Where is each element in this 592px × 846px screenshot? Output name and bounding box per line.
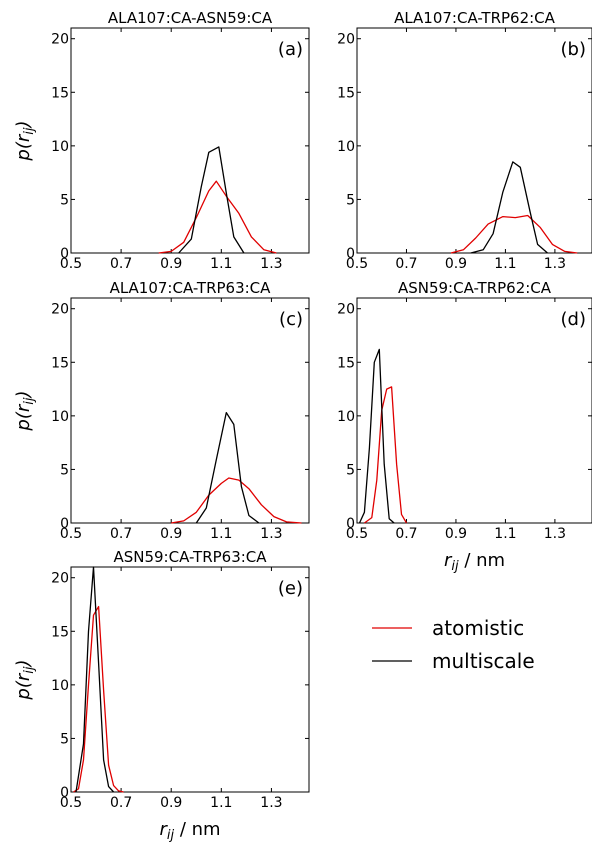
- x-tick-label: 1.1: [494, 526, 516, 542]
- subplot-title: ALA107:CA-TRP62:CA: [394, 9, 556, 27]
- series-line-multiscale: [75, 566, 115, 793]
- y-tick-label: 5: [346, 192, 355, 208]
- x-tick-label: 0.5: [346, 526, 368, 542]
- x-tick-label: 0.7: [110, 795, 132, 811]
- x-tick-label: 0.5: [346, 256, 368, 272]
- panel-label: (e): [278, 578, 303, 599]
- x-tick-label: 1.3: [544, 526, 566, 542]
- y-tick-label: 15: [337, 355, 355, 371]
- x-tick-label: 1.3: [544, 256, 566, 272]
- subplot-c: ALA107:CA-TRP63:CA 0 5 10 15 20 0.5 0.7 0.9 1.1 1.…: [13, 279, 310, 542]
- legend: atomistic multiscale: [372, 616, 535, 673]
- y-tick-label: 15: [51, 624, 69, 640]
- x-tick-label: 1.3: [260, 256, 282, 272]
- y-tick-label: 20: [51, 571, 69, 587]
- series-line-multiscale: [195, 411, 260, 524]
- y-tick-label: 15: [51, 355, 69, 371]
- x-tick-label: 0.7: [110, 256, 132, 272]
- subplot-title: ALA107:CA-TRP63:CA: [110, 279, 272, 297]
- y-tick-label: 20: [51, 32, 69, 48]
- y-tick-label: 10: [337, 139, 355, 155]
- y-tick-label: 0: [346, 516, 355, 532]
- y-tick-label: 0: [60, 785, 69, 801]
- y-tick-label: 10: [51, 139, 69, 155]
- y-tick-label: 0: [60, 246, 69, 262]
- y-tick-label: 5: [60, 462, 69, 478]
- series-line-atomistic: [171, 477, 302, 524]
- x-axis-label: rij / nm: [444, 550, 505, 574]
- x-tick-label: 1.1: [210, 795, 232, 811]
- y-tick-label: 20: [337, 302, 355, 318]
- x-tick-label: 1.1: [210, 526, 232, 542]
- panel-label: (c): [279, 309, 303, 330]
- series-line-atomistic: [450, 214, 578, 254]
- x-tick-label: 0.9: [445, 256, 467, 272]
- y-tick-label: 20: [51, 302, 69, 318]
- x-tick-label: 0.7: [395, 256, 417, 272]
- series-line-atomistic: [73, 605, 124, 793]
- legend-label-multiscale: multiscale: [432, 649, 535, 673]
- plot-frame: [70, 297, 310, 524]
- x-tick-label: 1.3: [260, 526, 282, 542]
- panel-label: (a): [278, 39, 303, 60]
- series-line-multiscale: [358, 348, 395, 524]
- subplot-title: ALA107:CA-ASN59:CA: [108, 9, 273, 27]
- plot-frame: [356, 297, 592, 524]
- y-tick-label: 5: [60, 731, 69, 747]
- y-axis-label: p(rij): [13, 659, 37, 700]
- x-tick-label: 0.7: [395, 526, 417, 542]
- subplot-title: ASN59:CA-TRP62:CA: [398, 279, 552, 297]
- y-tick-label: 10: [337, 409, 355, 425]
- plot-frame: [70, 27, 310, 254]
- subplot-b: ALA107:CA-TRP62:CA 0 5 10 15 20 0.5 0.7 0.9 1.1 1.…: [337, 9, 592, 272]
- subplot-d: ASN59:CA-TRP62:CA 0 5 10 15 20 0.5 0.7 0.9 1.1 1.3…: [337, 279, 592, 574]
- x-tick-label: 0.9: [160, 256, 182, 272]
- x-tick-label: 0.9: [160, 795, 182, 811]
- y-tick-label: 20: [337, 32, 355, 48]
- y-tick-label: 0: [60, 516, 69, 532]
- x-tick-label: 0.5: [60, 256, 82, 272]
- series-line-multiscale: [178, 146, 245, 254]
- legend-label-atomistic: atomistic: [432, 616, 524, 640]
- subplot-a: ALA107:CA-ASN59:CA 0 5 10 15 20 0.5 0.7 0.9 1.1 1.…: [13, 9, 310, 272]
- series-line-atomistic: [364, 386, 408, 524]
- y-tick-label: 10: [51, 409, 69, 425]
- y-tick-label: 10: [51, 678, 69, 694]
- x-tick-label: 1.1: [494, 256, 516, 272]
- panel-label: (b): [561, 39, 586, 60]
- y-tick-label: 0: [346, 246, 355, 262]
- x-axis-label: rij / nm: [159, 819, 220, 843]
- series-line-multiscale: [470, 161, 548, 254]
- x-tick-label: 0.7: [110, 526, 132, 542]
- x-tick-label: 0.5: [60, 795, 82, 811]
- x-tick-label: 0.9: [445, 526, 467, 542]
- x-tick-label: 1.1: [210, 256, 232, 272]
- plot-frame: [356, 27, 592, 254]
- x-tick-label: 1.3: [260, 795, 282, 811]
- y-tick-label: 15: [337, 85, 355, 101]
- y-tick-label: 5: [60, 192, 69, 208]
- subplot-title: ASN59:CA-TRP63:CA: [113, 548, 267, 566]
- y-tick-label: 5: [346, 462, 355, 478]
- subplot-e: ASN59:CA-TRP63:CA 0 5 10 15 20 0.5 0.7 0.9 1.1 1.3…: [13, 548, 310, 843]
- y-axis-label: p(rij): [13, 390, 37, 431]
- series-line-atomistic: [158, 180, 277, 254]
- y-axis-label: p(rij): [13, 120, 37, 161]
- x-tick-label: 0.5: [60, 526, 82, 542]
- panel-label: (d): [561, 309, 586, 330]
- x-tick-label: 0.9: [160, 526, 182, 542]
- plot-frame: [70, 566, 310, 793]
- y-tick-label: 15: [51, 85, 69, 101]
